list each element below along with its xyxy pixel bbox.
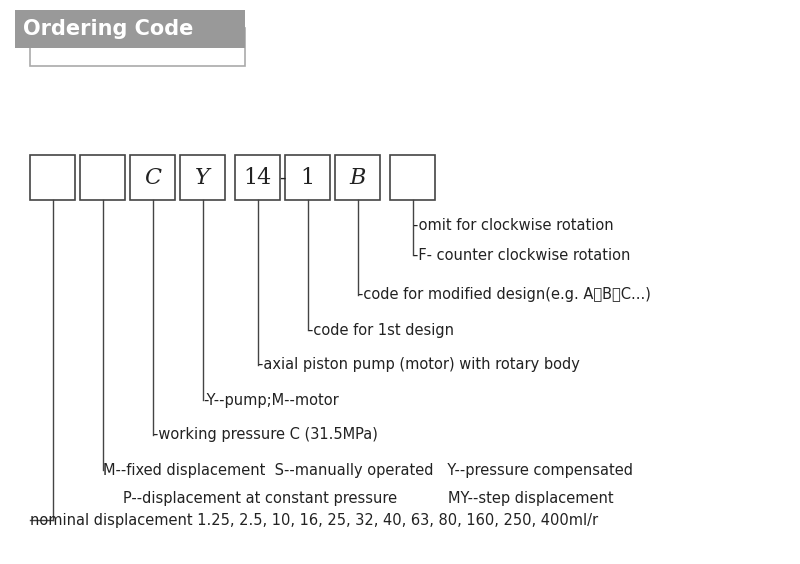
Bar xyxy=(30,155,75,200)
Text: 14: 14 xyxy=(243,166,272,188)
Bar xyxy=(80,155,125,200)
Bar xyxy=(390,155,435,200)
Text: -code for modified design(e.g. A、B、C...): -code for modified design(e.g. A、B、C...) xyxy=(358,288,651,302)
Text: -omit for clockwise rotation: -omit for clockwise rotation xyxy=(413,218,614,232)
Bar xyxy=(285,155,330,200)
Text: -Y--pump;M--motor: -Y--pump;M--motor xyxy=(203,393,338,408)
Bar xyxy=(335,155,380,200)
Bar xyxy=(130,155,175,200)
Text: -F- counter clockwise rotation: -F- counter clockwise rotation xyxy=(413,248,630,262)
Text: Y: Y xyxy=(195,166,210,188)
Text: nominal displacement 1.25, 2.5, 10, 16, 25, 32, 40, 63, 80, 160, 250, 400ml/r: nominal displacement 1.25, 2.5, 10, 16, … xyxy=(30,513,598,527)
Text: -axial piston pump (motor) with rotary body: -axial piston pump (motor) with rotary b… xyxy=(258,358,580,372)
Text: Ordering Code: Ordering Code xyxy=(23,19,194,39)
Text: C: C xyxy=(144,166,161,188)
Text: -working pressure C (31.5MPa): -working pressure C (31.5MPa) xyxy=(153,428,378,443)
Text: -: - xyxy=(279,169,286,187)
Text: 1: 1 xyxy=(301,166,314,188)
Text: P--displacement at constant pressure           MY--step displacement: P--displacement at constant pressure MY-… xyxy=(123,491,614,505)
Bar xyxy=(180,155,225,200)
Text: B: B xyxy=(350,166,366,188)
Bar xyxy=(30,28,245,66)
Text: M--fixed displacement  S--manually operated   Y--pressure compensated: M--fixed displacement S--manually operat… xyxy=(103,462,633,478)
Bar xyxy=(15,10,245,48)
Text: -code for 1st design: -code for 1st design xyxy=(308,323,454,337)
Bar xyxy=(235,155,280,200)
